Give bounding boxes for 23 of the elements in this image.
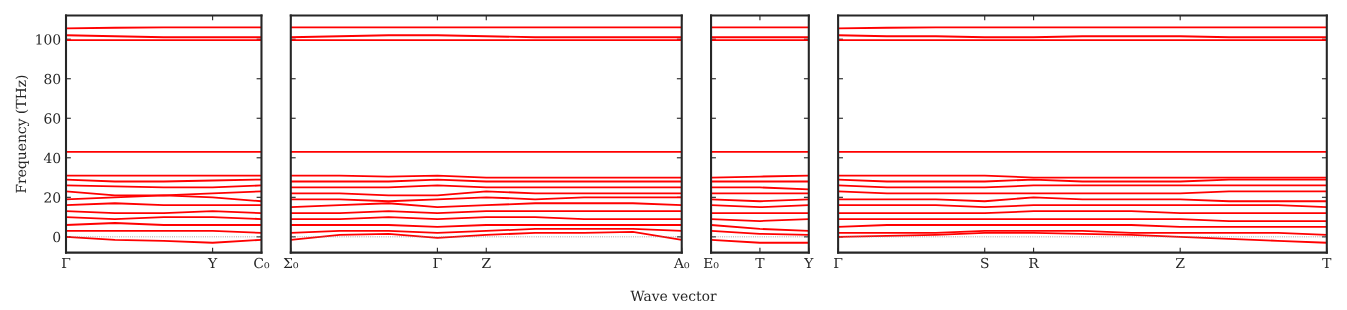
x-tick-label: Γ [834,257,843,269]
x-tick-label: E₀ [703,257,719,269]
x-tick-label: T [755,257,765,269]
x-tick-label: Z [1175,257,1185,269]
x-tick-label: C₀ [254,257,270,269]
x-tick-label: Σ₀ [283,257,299,269]
y-axis-title: Frequency (THz) [15,75,30,193]
y-tick-label: 60 [44,113,61,124]
x-tick-label: Z [482,257,491,269]
y-tick-label: 0 [53,231,61,243]
x-tick-label: Γ [433,257,442,269]
x-tick-label: A₀ [673,257,690,269]
x-tick-label: Γ [61,257,71,269]
x-axis-title: Wave vector [630,290,717,302]
x-tick-label: S [981,257,989,269]
y-tick-label: 40 [43,152,61,164]
x-tick-label: Y [804,257,814,269]
x-tick-label: T [1322,257,1332,269]
y-tick-label: 20 [44,192,61,203]
y-tick-label: 100 [36,34,61,45]
y-tick-label: 80 [44,73,61,85]
x-tick-label: Y [207,257,218,269]
x-tick-label: R [1029,257,1040,269]
